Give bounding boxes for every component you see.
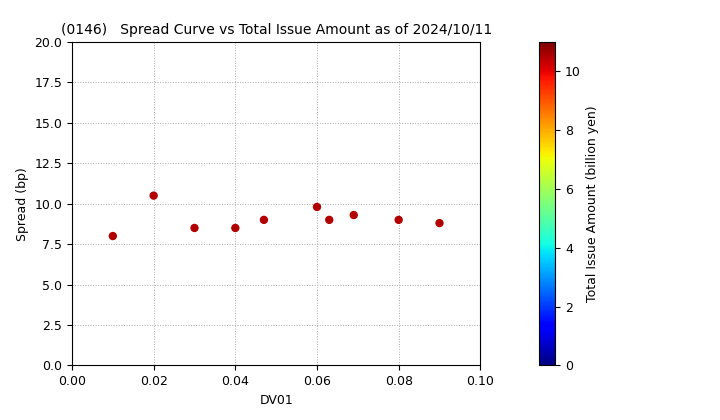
Point	[433, 220, 445, 226]
Y-axis label: Total Issue Amount (billion yen): Total Issue Amount (billion yen)	[586, 105, 600, 302]
Point	[107, 233, 119, 239]
Point	[393, 217, 405, 223]
Point	[148, 192, 159, 199]
Y-axis label: Spread (bp): Spread (bp)	[16, 167, 29, 241]
Point	[348, 212, 359, 218]
Point	[189, 225, 200, 231]
Title: (0146)   Spread Curve vs Total Issue Amount as of 2024/10/11: (0146) Spread Curve vs Total Issue Amoun…	[60, 23, 492, 37]
Point	[323, 217, 335, 223]
X-axis label: DV01: DV01	[259, 394, 293, 407]
Point	[230, 225, 241, 231]
Point	[258, 217, 270, 223]
Point	[311, 204, 323, 210]
